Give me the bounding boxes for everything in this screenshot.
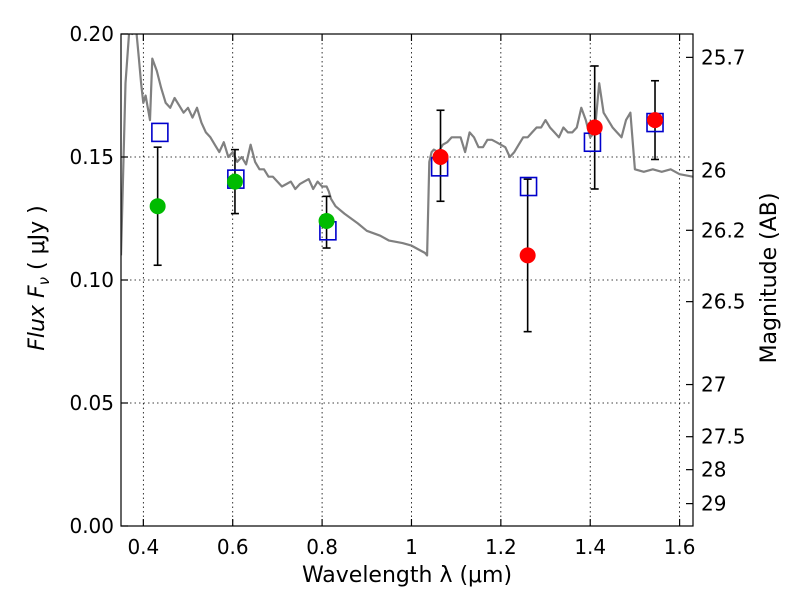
y2-axis-label: Magnitude (AB)	[757, 193, 782, 364]
x-tick-label: 1.6	[664, 535, 696, 559]
x-tick-label: 1.4	[574, 535, 606, 559]
y-tick-label: 0.20	[69, 22, 114, 46]
y-axis-label: Flux Fν ( μJy )	[25, 205, 53, 350]
data-point-layer	[149, 112, 664, 264]
tick-layer: 0.4 0.6 0.8 1 1.2 1.4 1.6 0.00 0.05 0.10 0.15 0.20 2…	[69, 22, 745, 559]
x-tick-label: 1.2	[485, 535, 517, 559]
y2-tick-label: 29	[701, 492, 726, 516]
model-box-layer	[151, 112, 664, 241]
y2-tick-label: 26.5	[701, 290, 746, 314]
data-point-green	[226, 173, 243, 190]
x-tick-label: 1	[405, 535, 418, 559]
y-axis-label-sub: ν	[35, 277, 53, 285]
data-point-red	[647, 112, 664, 129]
data-point-green	[318, 212, 335, 229]
x-tick-label: 0.6	[217, 535, 249, 559]
model-spectrum-line	[121, 34, 693, 257]
data-point-red	[519, 247, 536, 264]
y2-tick-label: 28	[701, 458, 726, 482]
grid-lines	[121, 33, 693, 527]
error-bar-layer	[153, 65, 660, 333]
data-point-red	[586, 119, 603, 136]
y-tick-label: 0.15	[69, 145, 114, 169]
y-axis-label-unit: ( μJy )	[25, 205, 50, 277]
y2-tick-label: 26.2	[701, 218, 746, 242]
data-point-green	[149, 198, 166, 215]
model-flux-box	[519, 176, 538, 197]
data-point-red	[432, 149, 449, 165]
x-tick-label: 0.8	[306, 535, 338, 559]
y2-tick-label: 25.7	[701, 45, 746, 69]
model-flux-box	[151, 122, 169, 143]
x-axis-label: Wavelength λ (μm)	[302, 563, 512, 588]
model-spectrum-layer	[121, 34, 693, 257]
y2-tick-label: 27	[701, 373, 726, 397]
y-tick-label: 0.05	[69, 391, 114, 415]
y-tick-label: 0.00	[69, 514, 114, 538]
y-tick-label: 0.10	[69, 268, 114, 292]
y2-tick-label: 27.5	[701, 425, 746, 449]
y2-tick-label: 26	[701, 159, 726, 183]
x-tick-label: 0.4	[127, 535, 159, 559]
y-axis-label-main: Flux F	[25, 285, 50, 351]
